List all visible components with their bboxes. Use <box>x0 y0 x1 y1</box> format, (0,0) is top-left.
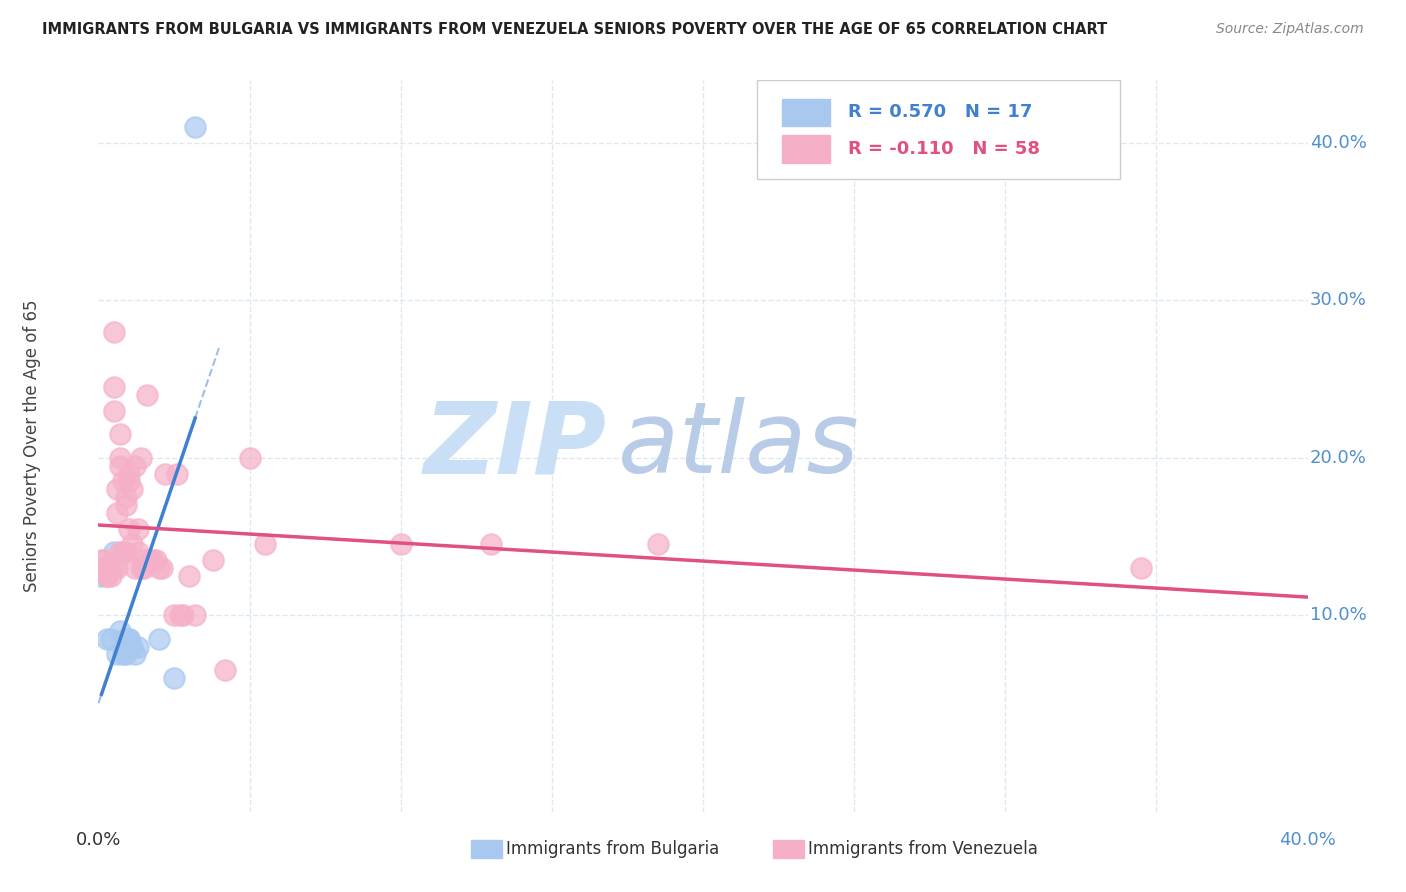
Point <box>96 561 118 575</box>
Point <box>481 537 503 551</box>
Point <box>114 490 136 504</box>
Point <box>103 561 125 575</box>
Point <box>103 380 125 394</box>
Point <box>169 608 191 623</box>
Point <box>108 458 131 473</box>
Point <box>90 568 112 582</box>
Point <box>111 475 134 489</box>
Point <box>114 648 136 662</box>
Point <box>184 120 207 135</box>
Point <box>139 553 162 567</box>
Point <box>129 561 152 575</box>
Point <box>214 663 236 677</box>
Point <box>118 467 141 481</box>
Text: 0.0%: 0.0% <box>76 830 121 848</box>
Point <box>132 553 155 567</box>
Point <box>114 498 136 512</box>
Point <box>124 648 146 662</box>
Text: 10.0%: 10.0% <box>1310 606 1367 624</box>
Point <box>111 648 134 662</box>
Point <box>132 561 155 575</box>
Text: ZIP: ZIP <box>423 398 606 494</box>
Point <box>118 632 141 646</box>
Point <box>108 450 131 465</box>
Text: IMMIGRANTS FROM BULGARIA VS IMMIGRANTS FROM VENEZUELA SENIORS POVERTY OVER THE A: IMMIGRANTS FROM BULGARIA VS IMMIGRANTS F… <box>42 22 1108 37</box>
Text: atlas: atlas <box>619 398 860 494</box>
Point <box>148 632 170 646</box>
Point <box>108 427 131 442</box>
Text: 30.0%: 30.0% <box>1310 292 1367 310</box>
Point <box>202 553 225 567</box>
Text: Source: ZipAtlas.com: Source: ZipAtlas.com <box>1216 22 1364 37</box>
Point <box>105 648 128 662</box>
Point <box>100 568 122 582</box>
Point <box>100 561 122 575</box>
Point <box>124 458 146 473</box>
Point <box>96 632 118 646</box>
Point <box>121 640 143 654</box>
Point <box>163 608 186 623</box>
Point <box>108 624 131 638</box>
Point <box>118 522 141 536</box>
Point <box>93 553 115 567</box>
Text: 40.0%: 40.0% <box>1279 830 1336 848</box>
Point <box>105 482 128 496</box>
Point <box>103 403 125 417</box>
Point <box>103 545 125 559</box>
Text: R = 0.570   N = 17: R = 0.570 N = 17 <box>848 103 1032 121</box>
Point <box>184 608 207 623</box>
Point <box>114 632 136 646</box>
Point <box>96 568 118 582</box>
Point <box>118 632 141 646</box>
Point <box>166 467 188 481</box>
Point <box>389 537 412 551</box>
Text: Immigrants from Bulgaria: Immigrants from Bulgaria <box>506 840 720 858</box>
Text: Immigrants from Venezuela: Immigrants from Venezuela <box>808 840 1038 858</box>
Point <box>118 475 141 489</box>
Point <box>127 522 149 536</box>
Point <box>114 545 136 559</box>
Text: 40.0%: 40.0% <box>1310 134 1367 153</box>
Point <box>108 545 131 559</box>
Point <box>172 608 194 623</box>
Point <box>127 545 149 559</box>
Point <box>1130 561 1153 575</box>
Point <box>647 537 669 551</box>
Point <box>150 561 173 575</box>
Point <box>90 553 112 567</box>
Point <box>105 561 128 575</box>
Point <box>127 640 149 654</box>
Point <box>253 537 276 551</box>
FancyBboxPatch shape <box>782 99 830 127</box>
Point <box>145 553 167 567</box>
Point <box>163 671 186 685</box>
Text: 20.0%: 20.0% <box>1310 449 1367 467</box>
Point <box>121 537 143 551</box>
Point <box>96 568 118 582</box>
Point <box>121 482 143 496</box>
Point <box>100 632 122 646</box>
Point <box>239 450 262 465</box>
Point <box>93 561 115 575</box>
Point <box>135 388 157 402</box>
Point <box>105 506 128 520</box>
Text: Seniors Poverty Over the Age of 65: Seniors Poverty Over the Age of 65 <box>22 300 41 592</box>
Point <box>142 553 165 567</box>
Point <box>124 561 146 575</box>
FancyBboxPatch shape <box>758 80 1121 179</box>
Text: R = -0.110   N = 58: R = -0.110 N = 58 <box>848 140 1040 158</box>
FancyBboxPatch shape <box>782 136 830 163</box>
Point <box>129 450 152 465</box>
Point <box>103 325 125 339</box>
Point <box>153 467 176 481</box>
Point <box>148 561 170 575</box>
Point <box>177 568 201 582</box>
Point <box>111 545 134 559</box>
